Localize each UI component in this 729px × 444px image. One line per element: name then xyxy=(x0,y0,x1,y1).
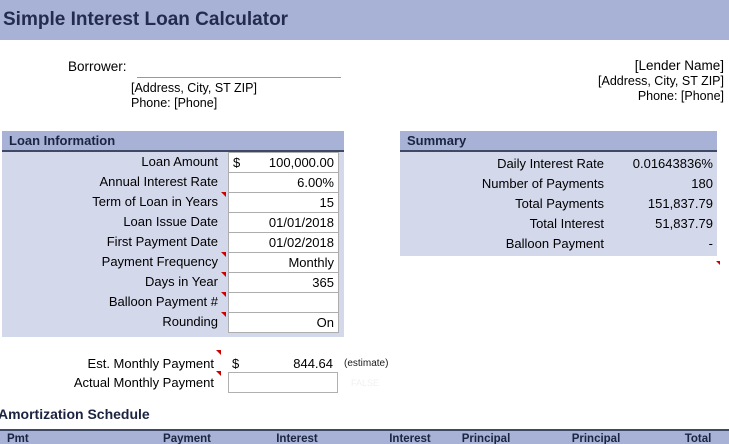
field-label: Annual Interest Rate xyxy=(99,174,218,189)
summary-label: Total Interest xyxy=(529,216,604,231)
field-value: 01/02/2018 xyxy=(268,235,334,250)
col-principal-2: Principal xyxy=(571,433,621,444)
payment-frequency-input[interactable]: Monthly xyxy=(228,252,339,273)
loan-information-header: Loan Information xyxy=(2,131,344,152)
currency-symbol: $ xyxy=(233,155,241,170)
loan-field-row: Loan Issue Date 01/01/2018 xyxy=(2,212,344,233)
comment-indicator-icon xyxy=(221,252,226,257)
col-payment: Payment xyxy=(163,433,211,444)
summary-value: 180 xyxy=(691,176,713,191)
annual-interest-rate-input[interactable]: 6.00% xyxy=(228,172,339,193)
field-label: First Payment Date xyxy=(106,234,218,249)
actual-monthly-payment-label: Actual Monthly Payment xyxy=(73,375,214,390)
summary-row: Number of Payments 180 xyxy=(400,174,717,194)
field-label: Loan Issue Date xyxy=(123,214,218,229)
comment-indicator-icon xyxy=(716,261,720,265)
estimate-note: (estimate) xyxy=(344,358,389,369)
field-value: 15 xyxy=(319,195,334,210)
field-value: 01/01/2018 xyxy=(268,215,334,230)
field-value: Monthly xyxy=(288,255,334,270)
summary-body: Daily Interest Rate 0.01643836% Number o… xyxy=(400,152,717,256)
currency-symbol: $ xyxy=(232,356,240,371)
field-label: Days in Year xyxy=(145,274,218,289)
col-total: Total xyxy=(684,433,712,444)
borrower-phone: Phone: [Phone] xyxy=(131,96,218,110)
field-label: Balloon Payment # xyxy=(108,294,218,309)
days-in-year-input[interactable]: 365 xyxy=(228,272,339,293)
summary-value: 51,837.79 xyxy=(655,216,713,231)
field-label: Payment Frequency xyxy=(101,254,218,269)
field-value: 6.00% xyxy=(297,175,334,190)
loan-field-row: Loan Amount $ 100,000.00 xyxy=(2,152,344,173)
comment-indicator-icon xyxy=(221,192,226,197)
loan-field-row: Payment Frequency Monthly xyxy=(2,252,344,273)
loan-issue-date-input[interactable]: 01/01/2018 xyxy=(228,212,339,233)
faint-false-text: FALSE xyxy=(351,378,380,388)
summary-label: Balloon Payment xyxy=(505,236,604,251)
summary-value: 151,837.79 xyxy=(647,196,713,211)
loan-field-row: Annual Interest Rate 6.00% xyxy=(2,172,344,193)
comment-indicator-icon xyxy=(221,272,226,277)
loan-field-row: Days in Year 365 xyxy=(2,272,344,293)
amortization-schedule-title: Amortization Schedule xyxy=(0,406,150,422)
field-label: Rounding xyxy=(162,314,218,329)
summary-value: - xyxy=(708,236,713,251)
loan-field-row: First Payment Date 01/02/2018 xyxy=(2,232,344,253)
field-value: On xyxy=(316,315,334,330)
amortization-header-row: Pmt Payment Interest Interest Principal … xyxy=(0,429,729,444)
lender-block: [Lender Name] [Address, City, ST ZIP] Ph… xyxy=(598,57,724,104)
first-payment-date-input[interactable]: 01/02/2018 xyxy=(228,232,339,253)
field-label: Loan Amount xyxy=(141,154,218,169)
loan-field-row: Rounding On xyxy=(2,312,344,333)
summary-label: Daily Interest Rate xyxy=(497,156,604,171)
lender-phone: Phone: [Phone] xyxy=(637,89,724,103)
summary-label: Total Payments xyxy=(515,196,604,211)
comment-indicator-icon xyxy=(221,312,226,317)
comment-indicator-icon xyxy=(216,371,221,376)
loan-field-row: Balloon Payment # xyxy=(2,292,344,313)
summary-row: Total Payments 151,837.79 xyxy=(400,194,717,214)
col-interest-1: Interest xyxy=(276,433,318,444)
est-monthly-payment-label: Est. Monthly Payment xyxy=(87,356,214,371)
field-value: 100,000.00 xyxy=(268,155,334,170)
borrower-name-input[interactable] xyxy=(137,77,341,78)
est-monthly-payment-value: 844.64 xyxy=(293,356,333,371)
loan-information-body: Loan Amount $ 100,000.00 Annual Interest… xyxy=(2,152,344,337)
lender-name: [Lender Name] xyxy=(634,58,724,73)
field-value: 365 xyxy=(312,275,334,290)
lender-address: [Address, City, ST ZIP] xyxy=(598,74,724,88)
rounding-input[interactable]: On xyxy=(228,312,339,333)
field-label: Term of Loan in Years xyxy=(92,194,218,209)
summary-header: Summary xyxy=(400,131,717,152)
term-years-input[interactable]: 15 xyxy=(228,192,339,213)
borrower-label: Borrower: xyxy=(68,59,127,74)
col-interest-2: Interest xyxy=(389,433,431,444)
borrower-address: [Address, City, ST ZIP] xyxy=(131,81,257,95)
page-title: Simple Interest Loan Calculator xyxy=(0,0,729,40)
loan-field-row: Term of Loan in Years 15 xyxy=(2,192,344,213)
summary-row: Balloon Payment - xyxy=(400,234,717,254)
summary-value: 0.01643836% xyxy=(632,156,713,171)
loan-information-panel: Loan Information Loan Amount $ 100,000.0… xyxy=(2,131,344,337)
summary-row: Total Interest 51,837.79 xyxy=(400,214,717,234)
col-principal-1: Principal xyxy=(461,433,511,444)
comment-indicator-icon xyxy=(216,350,221,355)
summary-panel: Summary Daily Interest Rate 0.01643836% … xyxy=(400,131,717,256)
loan-amount-input[interactable]: $ 100,000.00 xyxy=(228,152,339,173)
comment-indicator-icon xyxy=(221,292,226,297)
summary-row: Daily Interest Rate 0.01643836% xyxy=(400,154,717,174)
col-pmt: Pmt xyxy=(7,433,29,444)
balloon-payment-input[interactable] xyxy=(228,292,339,313)
summary-label: Number of Payments xyxy=(481,176,604,191)
actual-monthly-payment-input[interactable] xyxy=(228,372,338,393)
